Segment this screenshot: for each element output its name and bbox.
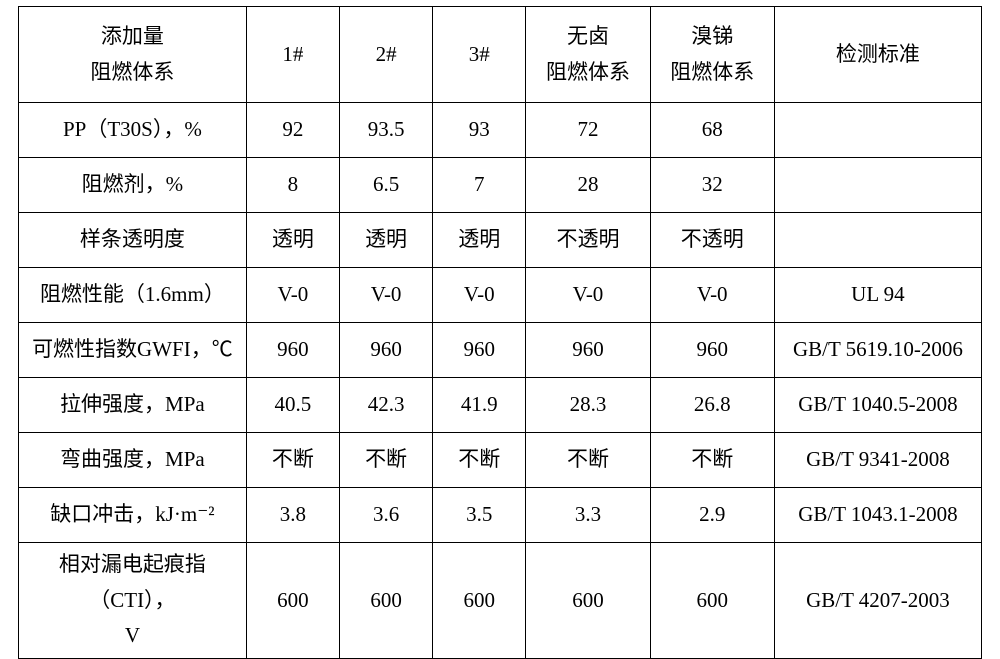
- cell: V-0: [650, 268, 774, 323]
- header-label: 阻燃体系: [21, 55, 244, 91]
- cell: 透明: [433, 213, 526, 268]
- table-row: PP（T30S），% 92 93.5 93 72 68: [19, 103, 982, 158]
- header-label: 阻燃体系: [653, 55, 772, 91]
- cell: 不断: [433, 433, 526, 488]
- cell: [774, 158, 981, 213]
- table-header-row: 添加量 阻燃体系 1# 2# 3# 无卤 阻燃体系 溴锑 阻燃体系 检测标准: [19, 7, 982, 103]
- row-label: 阻燃性能（1.6mm）: [19, 268, 247, 323]
- row-label-line: V: [21, 618, 244, 654]
- cell: 3.6: [339, 488, 432, 543]
- cell: 3.8: [246, 488, 339, 543]
- cell: 6.5: [339, 158, 432, 213]
- header-label: 无卤: [528, 19, 647, 55]
- cell: 41.9: [433, 378, 526, 433]
- header-label: 溴锑: [653, 19, 772, 55]
- cell: 93.5: [339, 103, 432, 158]
- cell: 600: [433, 543, 526, 659]
- cell: 8: [246, 158, 339, 213]
- cell: V-0: [246, 268, 339, 323]
- row-label: 相对漏电起痕指（CTI）， V: [19, 543, 247, 659]
- table-row: 拉伸强度，MPa 40.5 42.3 41.9 28.3 26.8 GB/T 1…: [19, 378, 982, 433]
- cell: 不透明: [526, 213, 650, 268]
- cell: 93: [433, 103, 526, 158]
- cell: V-0: [526, 268, 650, 323]
- header-cell: 添加量 阻燃体系: [19, 7, 247, 103]
- table-row: 阻燃性能（1.6mm） V-0 V-0 V-0 V-0 V-0 UL 94: [19, 268, 982, 323]
- data-table: 添加量 阻燃体系 1# 2# 3# 无卤 阻燃体系 溴锑 阻燃体系 检测标准 P…: [18, 6, 982, 659]
- cell: 不透明: [650, 213, 774, 268]
- cell: 透明: [339, 213, 432, 268]
- cell: 68: [650, 103, 774, 158]
- cell: 40.5: [246, 378, 339, 433]
- header-cell: 无卤 阻燃体系: [526, 7, 650, 103]
- row-label: 样条透明度: [19, 213, 247, 268]
- cell: V-0: [339, 268, 432, 323]
- header-cell: 3#: [433, 7, 526, 103]
- cell: 72: [526, 103, 650, 158]
- cell: 960: [526, 323, 650, 378]
- row-label: 缺口冲击，kJ·m⁻²: [19, 488, 247, 543]
- cell: V-0: [433, 268, 526, 323]
- row-label: 阻燃剂，%: [19, 158, 247, 213]
- table-row: 缺口冲击，kJ·m⁻² 3.8 3.6 3.5 3.3 2.9 GB/T 104…: [19, 488, 982, 543]
- cell: GB/T 1040.5-2008: [774, 378, 981, 433]
- cell: 600: [339, 543, 432, 659]
- cell: [774, 213, 981, 268]
- table-row: 相对漏电起痕指（CTI）， V 600 600 600 600 600 GB/T…: [19, 543, 982, 659]
- cell: 600: [650, 543, 774, 659]
- header-cell: 2#: [339, 7, 432, 103]
- cell: GB/T 9341-2008: [774, 433, 981, 488]
- cell: 960: [650, 323, 774, 378]
- header-label: 阻燃体系: [528, 55, 647, 91]
- cell: 42.3: [339, 378, 432, 433]
- cell: 26.8: [650, 378, 774, 433]
- cell: 3.3: [526, 488, 650, 543]
- cell: 92: [246, 103, 339, 158]
- table-row: 可燃性指数GWFI，℃ 960 960 960 960 960 GB/T 561…: [19, 323, 982, 378]
- cell: GB/T 1043.1-2008: [774, 488, 981, 543]
- cell: 不断: [339, 433, 432, 488]
- cell: 960: [433, 323, 526, 378]
- table-row: 阻燃剂，% 8 6.5 7 28 32: [19, 158, 982, 213]
- cell: GB/T 5619.10-2006: [774, 323, 981, 378]
- cell: 2.9: [650, 488, 774, 543]
- header-cell: 溴锑 阻燃体系: [650, 7, 774, 103]
- cell: [774, 103, 981, 158]
- row-label: 拉伸强度，MPa: [19, 378, 247, 433]
- cell: 透明: [246, 213, 339, 268]
- header-cell: 1#: [246, 7, 339, 103]
- table-row: 样条透明度 透明 透明 透明 不透明 不透明: [19, 213, 982, 268]
- row-label-line: 相对漏电起痕指（CTI），: [21, 547, 244, 618]
- cell: 28: [526, 158, 650, 213]
- cell: 600: [246, 543, 339, 659]
- row-label: 可燃性指数GWFI，℃: [19, 323, 247, 378]
- row-label: PP（T30S），%: [19, 103, 247, 158]
- cell: GB/T 4207-2003: [774, 543, 981, 659]
- cell: 不断: [526, 433, 650, 488]
- header-label: 添加量: [21, 19, 244, 55]
- cell: 不断: [246, 433, 339, 488]
- cell: 不断: [650, 433, 774, 488]
- cell: 600: [526, 543, 650, 659]
- row-label: 弯曲强度，MPa: [19, 433, 247, 488]
- header-cell: 检测标准: [774, 7, 981, 103]
- cell: 32: [650, 158, 774, 213]
- cell: 7: [433, 158, 526, 213]
- cell: 28.3: [526, 378, 650, 433]
- cell: 960: [246, 323, 339, 378]
- cell: 3.5: [433, 488, 526, 543]
- table-row: 弯曲强度，MPa 不断 不断 不断 不断 不断 GB/T 9341-2008: [19, 433, 982, 488]
- cell: 960: [339, 323, 432, 378]
- cell: UL 94: [774, 268, 981, 323]
